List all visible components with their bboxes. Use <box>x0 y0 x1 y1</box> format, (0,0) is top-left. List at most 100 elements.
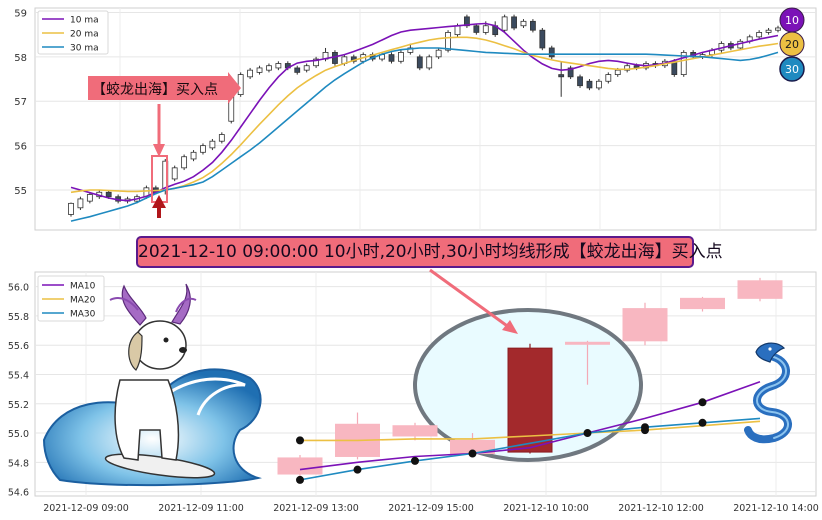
bottom-ma-dot <box>698 418 707 427</box>
bottom-x-tick-label: 2021-12-10 14:00 <box>733 503 819 514</box>
down-arrow-head <box>153 144 165 157</box>
top-candle-body <box>482 25 489 33</box>
up-arrow-head <box>152 195 166 208</box>
top-candle-body <box>511 16 517 29</box>
bottom-ma-dot <box>411 456 419 465</box>
bottom-ma-dot <box>641 423 649 432</box>
badge-30-circle <box>779 56 805 82</box>
badge-10-label: 10 <box>785 14 799 27</box>
bottom-ma-dot <box>353 465 362 474</box>
top-panel: 55 56 57 58 59 【蛟龙出海】买入点 10 ma 20 ma 30 ma <box>14 7 817 231</box>
bottom-ma-dot <box>583 429 592 438</box>
top-candle-body <box>680 52 687 76</box>
top-y-tick-label: 55 <box>14 186 27 197</box>
bottom-ma-lines <box>296 381 761 484</box>
top-candle-body <box>416 56 423 69</box>
top-candle-body <box>671 60 678 75</box>
top-candle-body <box>548 47 555 58</box>
top-candle-body <box>473 25 480 33</box>
bottom-y-tick-labels: 54.6 54.8 55.0 55.2 55.4 55.6 55.8 56.0 <box>8 283 29 499</box>
top-candle-body <box>605 74 612 82</box>
bottom-ma-dot <box>468 449 477 458</box>
top-ma-line <box>70 36 779 194</box>
top-candle-body <box>86 194 93 202</box>
top-candle-body <box>247 69 254 78</box>
top-candle-body <box>313 58 319 67</box>
bottom-x-tick-labels: 2021-12-09 09:00 2021-12-09 11:00 2021-12-… <box>43 503 819 514</box>
dragon-eye <box>768 347 772 351</box>
top-candle-body <box>398 52 404 62</box>
bottom-ma-dot <box>698 398 707 407</box>
top-candle-body <box>577 76 583 87</box>
surfing-dog-illustration <box>42 283 262 487</box>
top-candle-body <box>303 65 310 71</box>
top-candle-body <box>171 167 178 180</box>
top-legend-frame <box>37 10 109 55</box>
top-ma-line <box>70 22 779 202</box>
bottom-candle-body <box>622 308 668 342</box>
legend-label-30ma: 30 ma <box>70 44 99 54</box>
top-candle-body <box>464 16 470 27</box>
top-y-tick-labels: 55 56 57 58 59 <box>14 8 27 197</box>
top-candle-body <box>77 198 84 209</box>
top-candle-body <box>624 65 631 71</box>
bottom-ma-line <box>300 420 761 442</box>
top-y-tick-label: 57 <box>14 97 27 108</box>
top-candle-body <box>530 20 536 31</box>
top-candle-body <box>209 140 216 149</box>
top-candle-body <box>388 54 395 62</box>
callout-text: 【蛟龙出海】买入点 <box>92 82 218 98</box>
top-candle-body <box>256 67 263 73</box>
legend-label-20ma: 20 ma <box>70 30 99 40</box>
legend-label-ma30: MA30 <box>70 310 96 320</box>
bottom-x-tick-label: 2021-12-09 13:00 <box>273 503 359 514</box>
top-candle-body <box>501 16 508 31</box>
bottom-x-tick-label: 2021-12-10 10:00 <box>503 503 589 514</box>
top-candle-body <box>445 32 451 51</box>
bottom-x-tick-label: 2021-12-09 09:00 <box>43 503 129 514</box>
dragon-whisker <box>109 297 197 313</box>
dog-eye <box>163 337 169 343</box>
bottom-x-tick-label: 2021-12-09 11:00 <box>158 503 244 514</box>
top-candle-body <box>105 191 112 198</box>
top-candle-body <box>190 151 197 160</box>
top-candle-body <box>181 156 188 169</box>
buy-point-callout: 【蛟龙出海】买入点 <box>88 72 241 104</box>
top-candle-body <box>435 49 442 58</box>
bottom-legend: MA10 MA20 MA30 <box>37 275 105 322</box>
bottom-panel: 54.6 54.8 55.0 55.2 55.4 55.6 55.8 56.0 2021-12… <box>8 268 819 514</box>
bottom-y-tick-label: 54.6 <box>8 488 29 499</box>
bottom-candle-body <box>392 425 438 437</box>
top-candle-body <box>332 52 338 64</box>
top-y-tick-label: 56 <box>14 142 27 153</box>
dog-ear <box>128 331 143 371</box>
badge-20-circle <box>779 31 805 57</box>
bottom-y-tick-label: 55.0 <box>8 429 29 440</box>
top-candle-body <box>454 25 461 36</box>
bottom-legend-frame <box>37 275 105 322</box>
top-candle-body <box>294 67 301 73</box>
ma-badges: 10 20 30 <box>779 7 805 82</box>
bottom-candle-body <box>737 280 783 299</box>
bottom-candle-body <box>680 297 725 310</box>
bottom-y-tick-label: 55.6 <box>8 341 29 352</box>
bottom-ma-line <box>299 381 761 471</box>
top-candle-body <box>275 63 282 69</box>
top-candle-body <box>756 32 763 38</box>
signal-banner: 2021-12-10 09:00:00 10小时,20小时,30小时均线形成【蛟… <box>136 236 723 268</box>
bottom-candle-body <box>565 341 610 345</box>
top-candle-body <box>595 80 602 89</box>
bottom-x-tick-label: 2021-12-09 15:00 <box>388 503 474 514</box>
top-candle-body <box>539 29 546 49</box>
banner-pointer-arrow-head <box>502 320 518 334</box>
bottom-ma-dot <box>296 475 304 484</box>
legend-label-10ma: 10 ma <box>70 16 99 26</box>
top-candle-body <box>558 74 565 78</box>
callout-arrow-shape <box>88 72 241 104</box>
bottom-ma-dot <box>296 436 304 445</box>
dog-body <box>114 379 180 461</box>
top-candle-body <box>237 74 244 95</box>
dragon-body-highlight <box>756 355 789 439</box>
badge-20-label: 20 <box>785 38 799 51</box>
